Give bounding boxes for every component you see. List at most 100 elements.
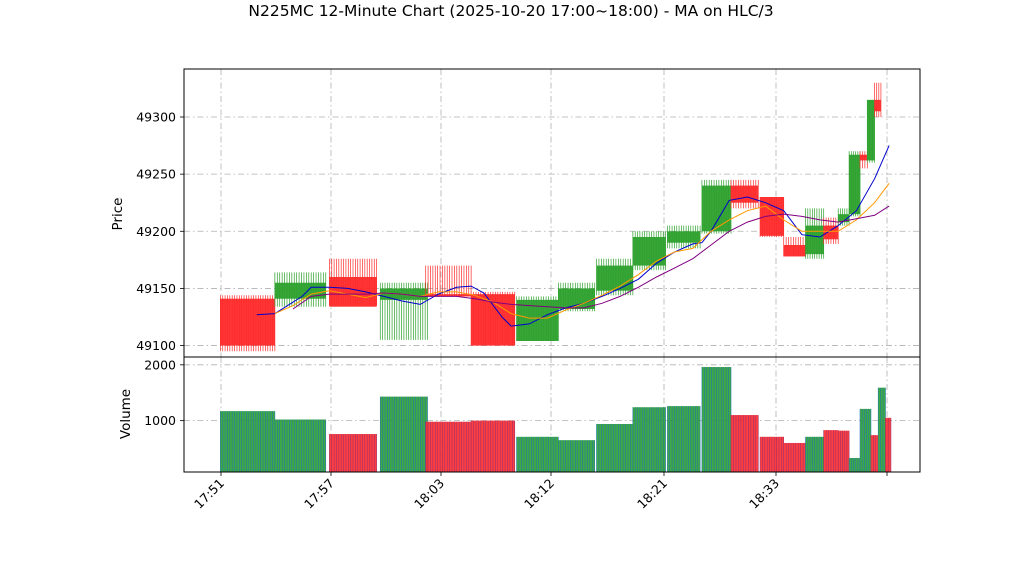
volume-bar bbox=[759, 436, 785, 472]
time-tick-label: 18:03 bbox=[411, 476, 447, 512]
candle-body bbox=[838, 214, 850, 223]
volume-bar-fill bbox=[731, 415, 759, 472]
volume-bar-fill bbox=[425, 421, 472, 472]
price-panel: 49100 49150 49200 49250 49300 bbox=[136, 68, 921, 358]
candle bbox=[859, 151, 868, 169]
volume-bar bbox=[596, 423, 634, 472]
volume-bar-fill bbox=[838, 430, 850, 472]
volume-bar-fill bbox=[783, 442, 806, 472]
volume-bar-fill bbox=[870, 435, 879, 472]
volume-bar bbox=[870, 435, 879, 472]
ma-line bbox=[256, 145, 890, 327]
volume-bar bbox=[274, 419, 327, 472]
candle-body bbox=[558, 288, 595, 309]
candle-body bbox=[731, 185, 759, 203]
volume-bar bbox=[379, 396, 428, 472]
time-tick-label: 17:57 bbox=[301, 476, 337, 512]
time-tick-label: 18:21 bbox=[634, 476, 670, 512]
time-tick-label: 17:51 bbox=[191, 476, 227, 512]
candle bbox=[805, 208, 825, 259]
price-tick-label: 49150 bbox=[136, 281, 176, 296]
volume-bar bbox=[667, 406, 701, 472]
volume-bar-fill bbox=[860, 408, 871, 472]
candle-body bbox=[805, 225, 824, 255]
volume-bar-fill bbox=[516, 436, 559, 472]
volume-bar bbox=[783, 442, 806, 472]
candle bbox=[274, 272, 327, 307]
candle bbox=[874, 82, 882, 117]
candle-body bbox=[274, 282, 326, 299]
candle bbox=[516, 296, 559, 341]
candle-body bbox=[867, 99, 875, 161]
price-tick-label: 49200 bbox=[136, 224, 176, 239]
volume-bar-fill bbox=[849, 458, 861, 472]
volume-bar bbox=[558, 440, 596, 472]
candle bbox=[596, 258, 634, 296]
candle-body bbox=[667, 231, 701, 243]
time-tick-label: 18:12 bbox=[521, 476, 557, 512]
candle bbox=[219, 295, 276, 352]
candle-body bbox=[701, 185, 732, 232]
moving-averages bbox=[256, 145, 890, 327]
volume-bar bbox=[877, 387, 886, 472]
volume-bar-fill bbox=[558, 440, 595, 472]
volume-bar bbox=[470, 420, 516, 472]
volume-bar bbox=[329, 434, 377, 472]
candle-body bbox=[220, 298, 275, 346]
candle bbox=[632, 231, 666, 271]
volume-bar bbox=[516, 436, 559, 472]
ma-line bbox=[292, 205, 890, 310]
candle-body bbox=[783, 245, 806, 257]
price-tick-label: 49300 bbox=[136, 110, 176, 125]
volume-tick-label: 1000 bbox=[144, 413, 176, 428]
volume-bar bbox=[848, 458, 861, 472]
volume-bar bbox=[701, 367, 732, 472]
price-tick-label: 49250 bbox=[136, 167, 176, 182]
candle-body bbox=[874, 99, 881, 112]
candle-body bbox=[823, 225, 839, 240]
volume-bar bbox=[425, 421, 472, 472]
volume-bar bbox=[632, 407, 666, 472]
candle bbox=[470, 291, 516, 346]
volume-bar-fill bbox=[596, 423, 633, 472]
time-axis: 17:51 17:57 18:03 18:12 18:21 18:33 bbox=[191, 472, 888, 512]
ma-line bbox=[274, 183, 890, 319]
volume-bar bbox=[859, 408, 872, 472]
candle bbox=[667, 225, 701, 249]
candle-body bbox=[425, 294, 472, 297]
chart-title: N225MC 12-Minute Chart (2025-10-20 17:00… bbox=[248, 2, 773, 20]
volume-axis-label: Volume bbox=[118, 389, 134, 439]
candle bbox=[837, 208, 850, 226]
candle-body bbox=[849, 154, 861, 215]
volume-bar bbox=[730, 415, 759, 472]
volume-bar bbox=[823, 430, 839, 472]
volume-bar-fill bbox=[274, 419, 326, 472]
price-axis-label: Price bbox=[110, 198, 126, 231]
price-tick-label: 49100 bbox=[136, 338, 176, 353]
volume-bars bbox=[220, 367, 892, 472]
candles bbox=[219, 82, 882, 352]
volume-bar bbox=[805, 436, 824, 472]
candle-body bbox=[860, 154, 868, 161]
volume-frame bbox=[183, 356, 921, 473]
candle bbox=[425, 265, 472, 297]
candle bbox=[379, 282, 428, 340]
candle bbox=[329, 258, 377, 307]
volume-panel: 1000 2000 bbox=[144, 356, 921, 473]
candle-body bbox=[632, 237, 666, 266]
candle-body bbox=[760, 197, 784, 236]
candle bbox=[558, 282, 596, 312]
volume-bar bbox=[885, 417, 892, 472]
volume-bar bbox=[220, 411, 276, 472]
volume-bar bbox=[837, 430, 850, 472]
volume-bar-fill bbox=[220, 411, 275, 472]
time-tick-label: 18:33 bbox=[746, 476, 782, 512]
candle bbox=[730, 179, 759, 209]
volume-bar-fill bbox=[878, 387, 886, 472]
candle-body bbox=[596, 265, 633, 291]
candle bbox=[783, 237, 806, 257]
candle bbox=[866, 99, 875, 163]
volume-tick-label: 2000 bbox=[144, 357, 176, 372]
candle bbox=[701, 179, 732, 234]
